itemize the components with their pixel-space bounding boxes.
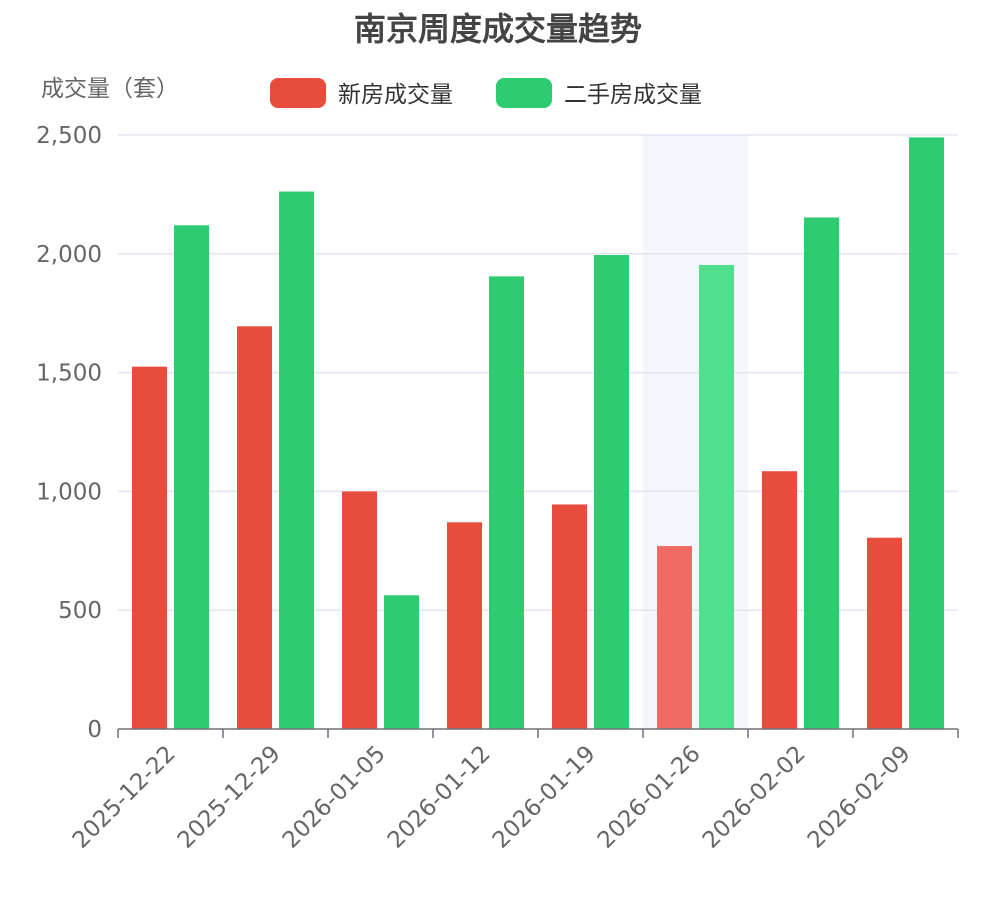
x-tick-label: 2025-12-29 — [173, 741, 286, 854]
x-axis-ticks: 2025-12-222025-12-292026-01-052026-01-12… — [68, 741, 916, 854]
legend: 新房成交量 二手房成交量 — [270, 78, 702, 108]
bar-second-hand-2026-01-05[interactable] — [384, 595, 419, 729]
y-axis-ticks: 0 500 1,000 1,500 2,000 2,500 — [36, 123, 102, 743]
legend-item-second-hand[interactable]: 二手房成交量 — [496, 78, 702, 108]
x-tick-label: 2026-01-05 — [278, 741, 391, 854]
y-tick-label: 0 — [87, 717, 102, 743]
bar-second-hand-2026-02-09[interactable] — [909, 137, 944, 730]
bar-new-house-2026-01-05[interactable] — [342, 491, 377, 729]
legend-label-new-house: 新房成交量 — [338, 82, 453, 108]
bar-second-hand-2026-01-12[interactable] — [489, 276, 524, 729]
y-tick-label: 2,000 — [36, 242, 102, 268]
y-axis-label: 成交量（套） — [41, 76, 179, 102]
y-tick-label: 1,000 — [36, 479, 102, 505]
chart-title: 南京周度成交量趋势 — [354, 10, 642, 48]
bar-new-house-2026-02-02[interactable] — [762, 471, 797, 729]
legend-swatch-new-house — [270, 78, 326, 108]
bar-new-house-2025-12-29[interactable] — [237, 326, 272, 729]
legend-item-new-house[interactable]: 新房成交量 — [270, 78, 453, 108]
y-tick-label: 1,500 — [36, 361, 102, 387]
bars — [132, 137, 944, 730]
bar-new-house-2026-01-19[interactable] — [552, 504, 587, 729]
bar-new-house-2026-01-26[interactable] — [657, 546, 692, 729]
bar-second-hand-2025-12-22[interactable] — [174, 225, 209, 729]
x-axis — [117, 728, 959, 738]
legend-label-second-hand: 二手房成交量 — [564, 82, 702, 108]
x-tick-label: 2025-12-22 — [68, 741, 181, 854]
x-tick-label: 2026-01-12 — [383, 741, 496, 854]
bar-new-house-2026-01-12[interactable] — [447, 522, 482, 729]
bar-second-hand-2026-01-26[interactable] — [699, 264, 734, 729]
bar-second-hand-2026-01-19[interactable] — [594, 254, 629, 729]
x-tick-label: 2026-02-09 — [803, 741, 916, 854]
x-tick-label: 2026-01-19 — [488, 741, 601, 854]
bar-second-hand-2025-12-29[interactable] — [279, 191, 314, 729]
bar-new-house-2025-12-22[interactable] — [132, 366, 167, 729]
x-tick-label: 2026-01-26 — [593, 741, 706, 854]
legend-swatch-second-hand — [496, 78, 552, 108]
bar-second-hand-2026-02-02[interactable] — [804, 217, 839, 729]
x-tick-label: 2026-02-02 — [698, 741, 811, 854]
y-tick-label: 500 — [58, 598, 102, 624]
bar-new-house-2026-02-09[interactable] — [867, 537, 902, 729]
y-tick-label: 2,500 — [36, 123, 102, 149]
